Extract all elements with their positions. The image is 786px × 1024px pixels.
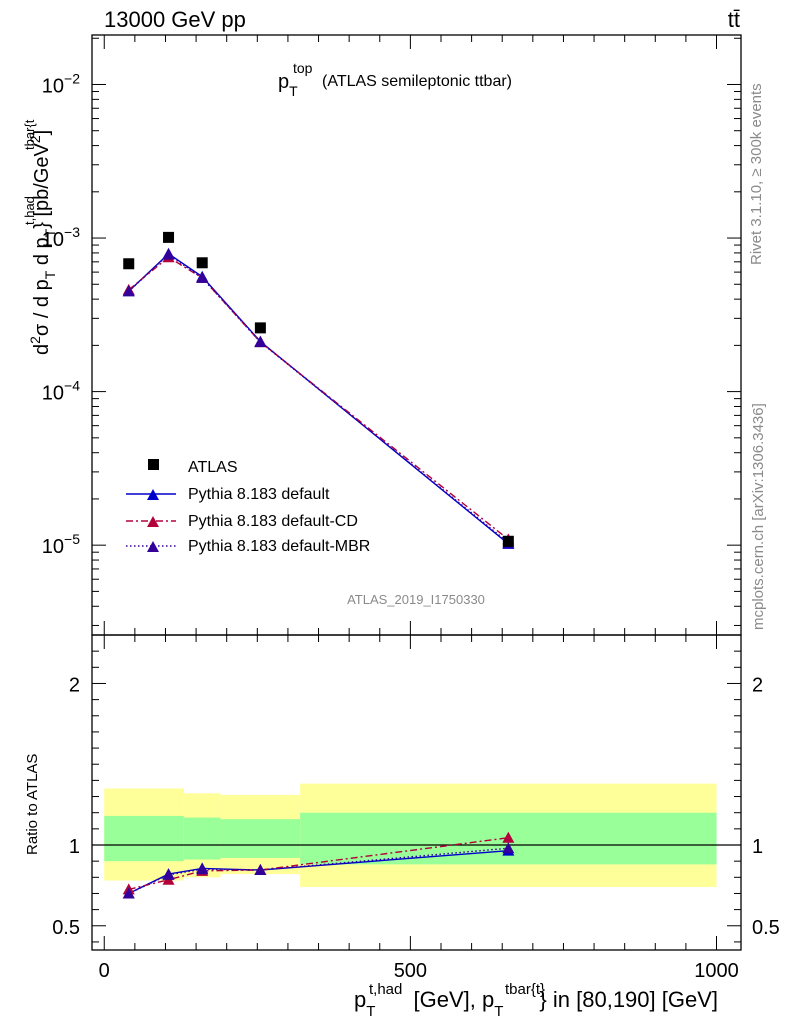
ratio-tick-label-left: 1 — [69, 836, 80, 858]
svg-text:t,had: t,had — [22, 196, 37, 225]
main-marker-mbr — [196, 271, 209, 283]
process-label: tt̄ — [728, 7, 740, 32]
ratio-tick-label-left: 2 — [69, 674, 80, 696]
ratio-marker-mbr — [196, 863, 209, 875]
svg-text:pT [GeV], pT} in [80,190] [GeV: pT [GeV], pT} in [80,190] [GeV] — [354, 987, 718, 1020]
ratio-panel: 0.5 0.5 1 1 2 2 0 500 1000 — [52, 35, 780, 982]
legend-label-atlas: ATLAS — [188, 459, 238, 476]
band-inner — [104, 815, 184, 862]
ratio-y-axis-label: Ratio to ATLAS — [24, 754, 41, 855]
band-inner — [183, 817, 221, 860]
data-point — [502, 535, 514, 547]
y-tick-label: 10−5 — [42, 531, 80, 558]
y-tick-label: 10−2 — [42, 70, 80, 97]
main-marker-mbr — [122, 285, 135, 297]
plot-title-rest: (ATLAS semileptonic ttbar) — [322, 73, 512, 90]
main-line-mbr — [128, 253, 509, 544]
ratio-y-ticks: 0.5 0.5 1 1 2 2 — [52, 634, 780, 943]
y-tick-label: 10−4 — [42, 378, 80, 405]
data-point — [163, 231, 175, 243]
main-y-axis-label: d2σ / d pT d pT} [pb/GeV2] t,had tbar{t — [22, 119, 58, 355]
ratio-tick-label-right: 0.5 — [752, 917, 780, 939]
data-point — [254, 322, 266, 334]
x-axis-label: pT [GeV], pT} in [80,190] [GeV] t,had tb… — [354, 981, 718, 1020]
ratio-line-mbr — [128, 847, 509, 895]
legend: ATLAS Pythia 8.183 default Pythia 8.183 … — [126, 459, 370, 555]
ratio-tick-label-left: 0.5 — [52, 917, 80, 939]
main-markers — [122, 231, 515, 549]
ratio-marker-mbr — [502, 842, 515, 854]
ratio-marker-mbr — [162, 868, 175, 880]
rivet-label: Rivet 3.1.10, ≥ 300k events — [748, 83, 765, 265]
mcplots-label: mcplots.cern.ch [arXiv:1306.3436] — [750, 403, 767, 630]
x-tick-label: 1000 — [694, 960, 739, 982]
ratio-marker-cd — [502, 831, 515, 843]
y-tick-label: 10−3 — [42, 224, 80, 251]
ratio-panel-frame — [91, 634, 742, 951]
legend-marker-atlas — [148, 459, 159, 470]
legend-label-mbr: Pythia 8.183 default-MBR — [188, 538, 370, 555]
uncertainty-bands — [104, 783, 717, 887]
ratio-marker-mbr — [122, 887, 135, 899]
band-inner — [220, 819, 301, 858]
ratio-tick-label-right: 1 — [752, 836, 763, 858]
x-ticks: 0 500 1000 — [99, 35, 739, 982]
main-marker-mbr — [254, 336, 267, 348]
x-tick-label: 0 — [99, 960, 110, 982]
legend-marker-default — [147, 489, 159, 500]
energy-label: 13000 GeV pp — [104, 7, 246, 32]
plot-title-sup: top — [293, 60, 313, 76]
plot-title: pT — [278, 71, 298, 99]
legend-marker-cd — [147, 516, 159, 527]
legend-label-cd: Pythia 8.183 default-CD — [188, 513, 358, 530]
main-panel: 10−5 10−4 10−3 10−2 — [42, 34, 742, 636]
svg-text:t,had: t,had — [369, 981, 402, 998]
svg-text:tbar{t: tbar{t — [22, 119, 37, 150]
main-marker-mbr — [162, 248, 175, 260]
svg-text:d2σ / d pT d pT} [pb/GeV2]: d2σ / d pT d pT} [pb/GeV2] — [27, 130, 58, 355]
ratio-marker-mbr — [254, 864, 267, 876]
ratio-tick-label-right: 2 — [752, 674, 763, 696]
analysis-watermark: ATLAS_2019_I1750330 — [347, 592, 485, 607]
data-point — [123, 258, 135, 270]
ratio-markers — [122, 831, 515, 899]
legend-marker-mbr — [147, 541, 159, 552]
legend-label-default: Pythia 8.183 default — [188, 486, 330, 503]
main-y-ticks: 10−5 10−4 10−3 10−2 — [42, 37, 741, 626]
data-point — [196, 257, 208, 269]
x-tick-label: 500 — [394, 960, 427, 982]
svg-text:tbar{t}: tbar{t} — [505, 981, 545, 998]
